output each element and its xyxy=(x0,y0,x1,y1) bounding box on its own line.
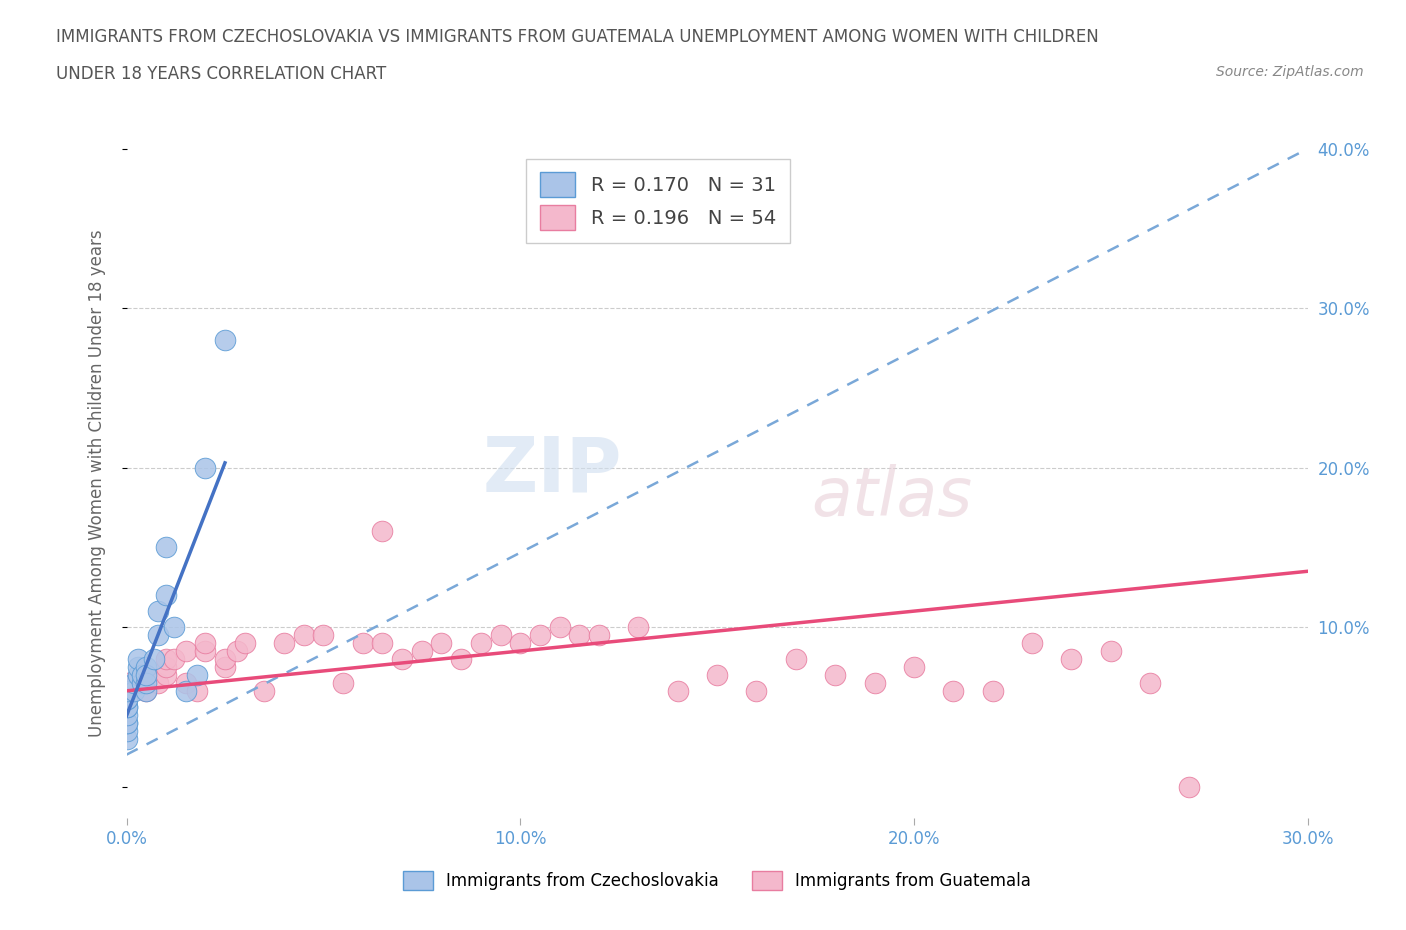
Point xyxy=(745,684,768,698)
Point xyxy=(131,668,153,683)
Point xyxy=(666,684,689,698)
Point xyxy=(568,628,591,643)
Point xyxy=(391,652,413,667)
Point xyxy=(163,619,186,634)
Point xyxy=(194,635,217,650)
Text: atlas: atlas xyxy=(811,464,973,530)
Point xyxy=(903,659,925,674)
Point xyxy=(942,684,965,698)
Point xyxy=(371,635,394,650)
Point xyxy=(135,668,157,683)
Point xyxy=(155,588,177,603)
Point xyxy=(529,628,551,643)
Point xyxy=(1021,635,1043,650)
Point xyxy=(233,635,256,650)
Point xyxy=(115,684,138,698)
Point xyxy=(135,675,157,690)
Point xyxy=(186,684,208,698)
Point xyxy=(115,675,138,690)
Point xyxy=(155,652,177,667)
Point xyxy=(115,699,138,714)
Point xyxy=(146,628,169,643)
Point xyxy=(627,619,650,634)
Point xyxy=(273,635,295,650)
Point xyxy=(352,635,374,650)
Point xyxy=(371,524,394,538)
Point xyxy=(155,659,177,674)
Point xyxy=(135,675,157,690)
Point xyxy=(1060,652,1083,667)
Point xyxy=(1139,675,1161,690)
Point xyxy=(1178,779,1201,794)
Point xyxy=(135,684,157,698)
Point xyxy=(115,691,138,706)
Point xyxy=(785,652,807,667)
Point xyxy=(824,668,846,683)
Point xyxy=(115,691,138,706)
Point xyxy=(115,708,138,723)
Point xyxy=(225,644,247,658)
Point xyxy=(127,659,149,674)
Point xyxy=(163,652,186,667)
Point xyxy=(194,460,217,475)
Point xyxy=(124,675,146,690)
Point xyxy=(155,668,177,683)
Point xyxy=(135,668,157,683)
Point xyxy=(135,684,157,698)
Point xyxy=(214,333,236,348)
Point xyxy=(1099,644,1122,658)
Point xyxy=(115,699,138,714)
Point xyxy=(332,675,354,690)
Point xyxy=(174,684,197,698)
Y-axis label: Unemployment Among Women with Children Under 18 years: Unemployment Among Women with Children U… xyxy=(87,230,105,737)
Point xyxy=(292,628,315,643)
Point xyxy=(411,644,433,658)
Point xyxy=(863,675,886,690)
Point xyxy=(143,652,166,667)
Point xyxy=(146,604,169,618)
Point xyxy=(174,644,197,658)
Point xyxy=(470,635,492,650)
Point xyxy=(127,652,149,667)
Point xyxy=(135,659,157,674)
Point xyxy=(127,668,149,683)
Point xyxy=(131,675,153,690)
Point xyxy=(489,628,512,643)
Text: IMMIGRANTS FROM CZECHOSLOVAKIA VS IMMIGRANTS FROM GUATEMALA UNEMPLOYMENT AMONG W: IMMIGRANTS FROM CZECHOSLOVAKIA VS IMMIGR… xyxy=(56,28,1099,46)
Point xyxy=(312,628,335,643)
Point xyxy=(115,724,138,738)
Legend: Immigrants from Czechoslovakia, Immigrants from Guatemala: Immigrants from Czechoslovakia, Immigran… xyxy=(396,865,1038,897)
Point xyxy=(548,619,571,634)
Point xyxy=(146,675,169,690)
Point xyxy=(981,684,1004,698)
Point xyxy=(214,652,236,667)
Point xyxy=(430,635,453,650)
Point xyxy=(706,668,728,683)
Point xyxy=(115,731,138,746)
Point xyxy=(588,628,610,643)
Point xyxy=(115,684,138,698)
Text: Source: ZipAtlas.com: Source: ZipAtlas.com xyxy=(1216,65,1364,79)
Text: UNDER 18 YEARS CORRELATION CHART: UNDER 18 YEARS CORRELATION CHART xyxy=(56,65,387,83)
Point xyxy=(124,684,146,698)
Point xyxy=(186,668,208,683)
Text: ZIP: ZIP xyxy=(484,433,623,507)
Point xyxy=(115,715,138,730)
Point xyxy=(509,635,531,650)
Point xyxy=(450,652,472,667)
Point xyxy=(194,644,217,658)
Point xyxy=(253,684,276,698)
Point xyxy=(115,691,138,706)
Point xyxy=(115,715,138,730)
Point xyxy=(155,540,177,555)
Point xyxy=(214,659,236,674)
Point xyxy=(174,675,197,690)
